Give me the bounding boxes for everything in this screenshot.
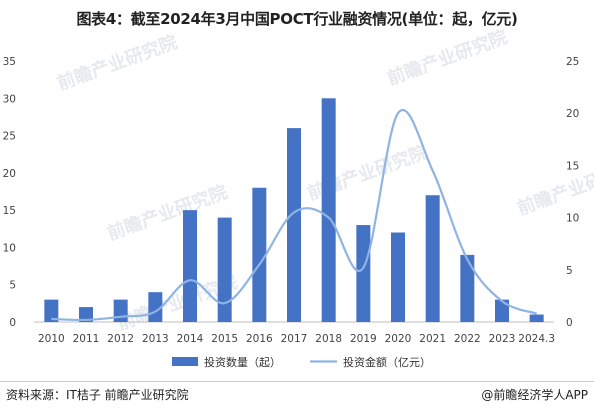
bar	[148, 292, 163, 322]
legend: 投资数量（起） 投资金额（亿元）	[172, 355, 431, 369]
x-tick-label: 2022	[454, 333, 481, 345]
bar	[287, 128, 301, 322]
line-series	[51, 109, 538, 322]
bar	[495, 299, 509, 322]
y-right-tick-label: 10	[566, 213, 579, 225]
x-tick-label: 2011	[73, 333, 100, 345]
legend-label-bar: 投资数量（起）	[204, 355, 281, 369]
bar-series	[44, 98, 544, 323]
x-tick-label: 2016	[246, 333, 273, 345]
legend-swatch-bar	[172, 357, 198, 366]
x-tick-label: 2018	[315, 333, 342, 345]
bar	[321, 98, 336, 323]
y-left-tick-label: 20	[3, 168, 16, 180]
y-right-tick-label: 0	[566, 317, 573, 329]
x-tick-label: 2024.3	[518, 333, 555, 345]
x-tick-label: 2015	[211, 333, 238, 345]
y-left-tick-label: 15	[3, 205, 16, 217]
y-left-tick-label: 0	[9, 317, 16, 329]
axes: 0 5 10 15 20 25 30 35 0 5 10 15 20 25 2010 2011 2012 2013…	[3, 56, 580, 345]
bar	[252, 187, 267, 322]
bar	[44, 299, 59, 322]
x-tick-label: 2010	[38, 333, 65, 345]
line-path	[51, 109, 538, 322]
source-note: 资料来源：IT桔子 前瞻产业研究院	[6, 388, 189, 402]
y-right-tick-label: 5	[566, 265, 573, 277]
legend-label-line: 投资金额（亿元）	[343, 355, 431, 369]
bar	[356, 225, 371, 322]
x-tick-label: 2023	[489, 333, 516, 345]
y-left-tick-label: 35	[3, 56, 16, 68]
bar	[425, 195, 440, 322]
x-tick-label: 2019	[350, 333, 377, 345]
bar	[79, 307, 93, 322]
bar	[529, 314, 544, 322]
x-tick-label: 2017	[281, 333, 308, 345]
bar	[391, 232, 405, 322]
watermark-text: 前瞻产业研究院	[384, 26, 510, 90]
y-right-tick-label: 15	[566, 160, 579, 172]
x-tick-label: 2014	[177, 333, 204, 345]
y-left-tick-label: 25	[3, 131, 16, 143]
bar	[460, 254, 475, 322]
watermark-text: 前瞻产业研究院	[514, 156, 594, 220]
y-left-tick-label: 5	[9, 280, 16, 292]
bar	[113, 299, 128, 322]
chart-title: 图表4：截至2024年3月中国POCT行业融资情况(单位：起，亿元)	[76, 10, 518, 28]
y-right-tick-label: 25	[566, 56, 579, 68]
x-tick-label: 2012	[107, 333, 134, 345]
y-right-tick-label: 20	[566, 108, 579, 120]
bar	[183, 210, 197, 322]
y-left-tick-label: 10	[3, 242, 16, 254]
x-tick-label: 2020	[385, 333, 412, 345]
footer-divider	[0, 381, 594, 382]
bar	[217, 217, 232, 322]
x-tick-label: 2021	[419, 333, 446, 345]
watermark-text: 前瞻产业研究院	[54, 31, 180, 95]
watermark-text: 前瞻产业研究院	[104, 181, 230, 245]
y-left-tick-label: 30	[3, 93, 16, 105]
brand-label: @前瞻经济学人APP	[481, 388, 588, 402]
x-tick-label: 2013	[142, 333, 169, 345]
